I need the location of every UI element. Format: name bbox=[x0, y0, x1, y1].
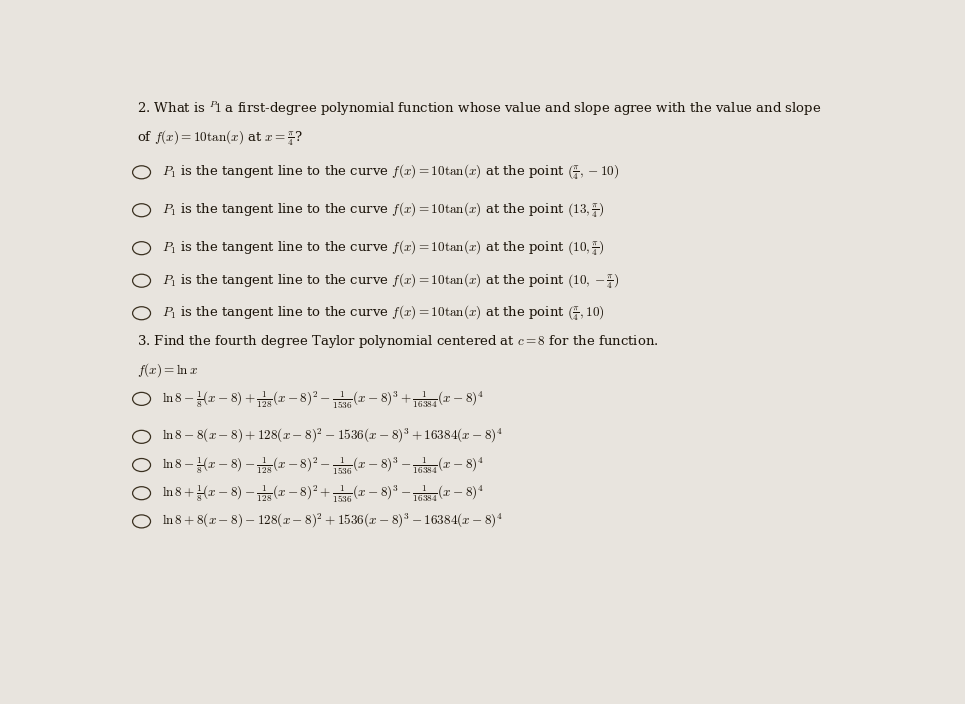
Text: of $f(x) = 10\tan(x)$ at $x = \frac{\pi}{4}$?: of $f(x) = 10\tan(x)$ at $x = \frac{\pi}… bbox=[137, 128, 303, 148]
Text: $f(x) = \ln x$: $f(x) = \ln x$ bbox=[137, 361, 198, 379]
Text: 3. Find the fourth degree Taylor polynomial centered at $c=8$ for the function.: 3. Find the fourth degree Taylor polynom… bbox=[137, 333, 659, 350]
Text: $\ln 8 - \frac{1}{8}(x-8) - \frac{1}{128}(x-8)^2 - \frac{1}{1536}(x-8)^3 - \frac: $\ln 8 - \frac{1}{8}(x-8) - \frac{1}{128… bbox=[162, 455, 483, 477]
Text: $P_1$ is the tangent line to the curve $f(x) = 10\tan(x)$ at the point $\left(\f: $P_1$ is the tangent line to the curve $… bbox=[162, 303, 604, 323]
Text: $\ln 8 - 8(x-8) + 128(x-8)^2 - 1536(x-8)^3 + 16384(x-8)^4$: $\ln 8 - 8(x-8) + 128(x-8)^2 - 1536(x-8)… bbox=[162, 427, 503, 445]
Text: $\ln 8 + 8(x-8) - 128(x-8)^2 + 1536(x-8)^3 - 16384(x-8)^4$: $\ln 8 + 8(x-8) - 128(x-8)^2 + 1536(x-8)… bbox=[162, 512, 503, 530]
Text: $\ln 8 - \frac{1}{8}(x-8) + \frac{1}{128}(x-8)^2 - \frac{1}{1536}(x-8)^3 + \frac: $\ln 8 - \frac{1}{8}(x-8) + \frac{1}{128… bbox=[162, 389, 483, 410]
Text: $P_1$ is the tangent line to the curve $f(x) = 10\tan(x)$ at the point $\left(13: $P_1$ is the tangent line to the curve $… bbox=[162, 201, 604, 220]
Text: 2. What is $^{P}\!1$ a first-degree polynomial function whose value and slope ag: 2. What is $^{P}\!1$ a first-degree poly… bbox=[137, 100, 821, 118]
Text: $P_1$ is the tangent line to the curve $f(x) = 10\tan(x)$ at the point $\left(\f: $P_1$ is the tangent line to the curve $… bbox=[162, 163, 620, 182]
Text: $\ln 8 + \frac{1}{8}(x-8) - \frac{1}{128}(x-8)^2 + \frac{1}{1536}(x-8)^3 - \frac: $\ln 8 + \frac{1}{8}(x-8) - \frac{1}{128… bbox=[162, 484, 483, 505]
Text: $P_1$ is the tangent line to the curve $f(x) = 10\tan(x)$ at the point $\left(10: $P_1$ is the tangent line to the curve $… bbox=[162, 271, 620, 291]
Text: $P_1$ is the tangent line to the curve $f(x) = 10\tan(x)$ at the point $\left(10: $P_1$ is the tangent line to the curve $… bbox=[162, 239, 604, 258]
